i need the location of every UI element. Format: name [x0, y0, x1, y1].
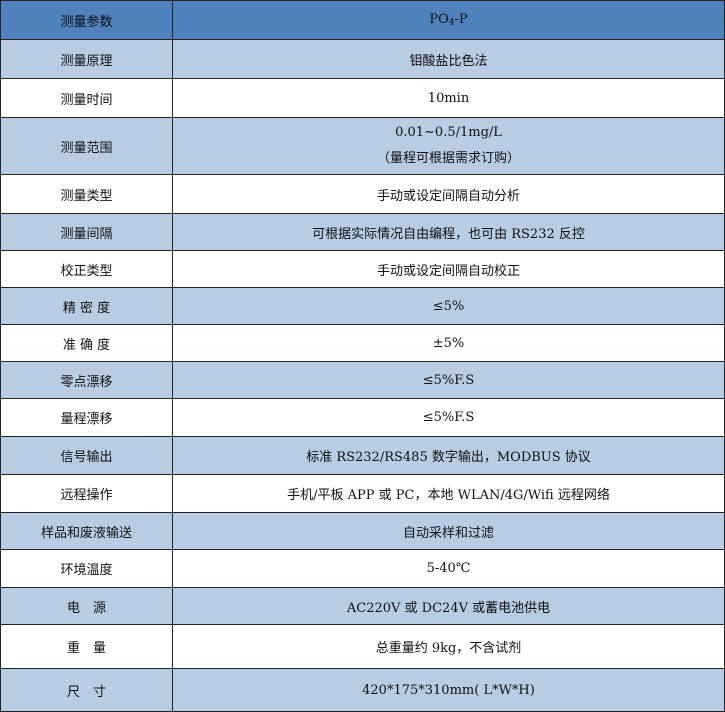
row-value: 手动或设定间隔自动分析: [172, 174, 725, 214]
header-value: PO4-P: [172, 0, 725, 40]
table-row: 测量时间 10min: [0, 78, 725, 118]
table-row: 量程漂移 ≤5%F.S: [0, 398, 725, 437]
row-value-line2: （量程可根据需求订购）: [376, 151, 520, 166]
row-value: 标准 RS232/RS485 数字输出，MODBUS 协议: [172, 436, 725, 475]
table-row: 准 确 度 ±5%: [0, 324, 725, 362]
row-key: 测量间隔: [0, 213, 173, 251]
row-value: 总重量约 9kg，不含试剂: [172, 624, 725, 669]
table-row: 校正类型 手动或设定间隔自动校正: [0, 250, 725, 288]
row-value: AC220V 或 DC24V 或蓄电池供电: [172, 587, 725, 625]
table-row: 重 量总重量约 9kg，不含试剂: [0, 624, 725, 669]
row-key: 远程操作: [0, 474, 173, 513]
table-row: 样品和废液输送 自动采样和过滤: [0, 512, 725, 550]
row-value: 0.01~0.5/1mg/L （量程可根据需求订购）: [172, 117, 725, 175]
table-row: 精 密 度 ≤5%: [0, 287, 725, 325]
row-key: 电 源: [0, 587, 173, 625]
row-value: ≤5%F.S: [172, 361, 725, 399]
row-value-line1: 0.01~0.5/1mg/L: [395, 125, 502, 140]
header-value-tail: -P: [454, 12, 468, 27]
row-value: 可根据实际情况自由编程，也可由 RS232 反控: [172, 213, 725, 251]
row-key: 零点漂移: [0, 361, 173, 399]
row-key: 精 密 度: [0, 287, 173, 325]
row-value: 自动采样和过滤: [172, 512, 725, 550]
table-row: 测量范围 0.01~0.5/1mg/L （量程可根据需求订购）: [0, 117, 725, 175]
table-row: 测量间隔 可根据实际情况自由编程，也可由 RS232 反控: [0, 213, 725, 251]
row-key: 测量类型: [0, 174, 173, 214]
row-value: 10min: [172, 78, 725, 118]
row-value: 钼酸盐比色法: [172, 39, 725, 79]
table-row: 测量原理 钼酸盐比色法: [0, 39, 725, 79]
row-key: 测量时间: [0, 78, 173, 118]
table-row: 零点漂移 ≤5%F.S: [0, 361, 725, 399]
row-value: 手动或设定间隔自动校正: [172, 250, 725, 288]
row-key: 量程漂移: [0, 398, 173, 437]
row-value: ±5%: [172, 324, 725, 362]
row-key: 测量原理: [0, 39, 173, 79]
row-key: 准 确 度: [0, 324, 173, 362]
header-key: 测量参数: [0, 0, 173, 40]
table-row: 远程操作 手机/平板 APP 或 PC，本地 WLAN/4G/Wifi 远程网络: [0, 474, 725, 513]
row-value: ≤5%: [172, 287, 725, 325]
table-header-row: 测量参数 PO4-P: [0, 0, 725, 40]
header-value-sub: 4: [448, 18, 455, 28]
table-row: 环境温度 5-40℃: [0, 549, 725, 588]
row-key: 重 量: [0, 624, 173, 669]
table-row: 信号输出 标准 RS232/RS485 数字输出，MODBUS 协议: [0, 436, 725, 475]
row-key: 尺 寸: [0, 668, 173, 712]
table-row: 电 源 AC220V 或 DC24V 或蓄电池供电: [0, 587, 725, 625]
row-key: 样品和废液输送: [0, 512, 173, 550]
row-key: 校正类型: [0, 250, 173, 288]
row-value: 5-40℃: [172, 549, 725, 588]
header-value-main: PO: [429, 12, 449, 27]
row-value: 420*175*310mm( L*W*H): [172, 668, 725, 712]
row-value: ≤5%F.S: [172, 398, 725, 437]
row-key: 环境温度: [0, 549, 173, 588]
table-row: 测量类型 手动或设定间隔自动分析: [0, 174, 725, 214]
table-row: 尺 寸 420*175*310mm( L*W*H): [0, 668, 725, 712]
row-key: 信号输出: [0, 436, 173, 475]
row-key: 测量范围: [0, 117, 173, 175]
row-value: 手机/平板 APP 或 PC，本地 WLAN/4G/Wifi 远程网络: [172, 474, 725, 513]
